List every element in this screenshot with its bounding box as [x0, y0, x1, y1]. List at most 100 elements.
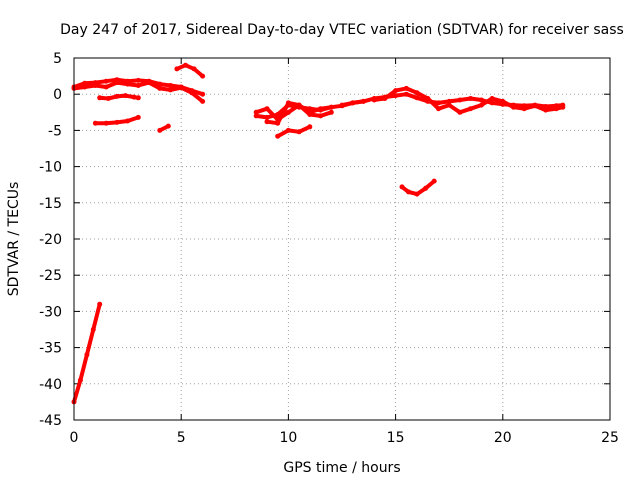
data-point: [135, 83, 141, 88]
data-point: [77, 377, 83, 383]
data-point: [157, 127, 163, 133]
data-point: [399, 184, 405, 190]
data-point: [253, 113, 259, 119]
data-point: [431, 178, 437, 184]
data-point: [174, 66, 180, 72]
data-point: [165, 123, 171, 129]
x-tick-label: 20: [494, 430, 512, 446]
x-tick-labels: 0 5 10 15 20 25: [70, 430, 619, 446]
y-tick-labels: 5 0 -5 -10 -15 -20 -25 -30 -35 -40 -45: [39, 51, 62, 429]
data-point: [97, 95, 103, 101]
data-point: [489, 100, 495, 106]
y-tick-label: -5: [48, 123, 62, 139]
data-point: [414, 191, 420, 197]
data-point: [521, 106, 527, 112]
data-point: [457, 109, 463, 115]
y-tick-label: -25: [39, 268, 62, 284]
data-point: [423, 185, 429, 191]
data-point: [511, 104, 516, 110]
plot-frame: [73, 57, 611, 421]
data-point: [560, 104, 566, 110]
data-point: [403, 91, 409, 97]
data-point: [92, 120, 98, 126]
data-point: [425, 96, 431, 101]
data-point: [478, 97, 484, 103]
data-point: [285, 127, 291, 133]
data-point: [146, 80, 152, 86]
data-point: [178, 85, 184, 91]
data-point: [84, 352, 90, 358]
grid-lines: [73, 57, 611, 421]
y-tick-label: -20: [39, 232, 62, 248]
data-point: [403, 85, 409, 91]
data-point: [105, 96, 111, 101]
data-point: [168, 87, 173, 93]
data-point: [457, 97, 463, 103]
data-point: [157, 81, 163, 87]
data-point: [478, 102, 484, 108]
data-point: [328, 109, 334, 115]
data-point: [446, 98, 452, 104]
data-point: [114, 119, 120, 125]
x-axis-label: GPS time / hours: [283, 460, 400, 476]
y-tick-label: -40: [39, 377, 62, 393]
data-point: [82, 84, 88, 90]
data-point: [135, 114, 141, 120]
data-point: [446, 102, 452, 108]
data-point: [168, 83, 173, 88]
data-point: [468, 106, 474, 112]
x-tick-label: 5: [177, 430, 186, 446]
data-point: [131, 94, 137, 100]
data-point: [97, 301, 103, 307]
data-point: [532, 103, 538, 109]
y-tick-label: 0: [53, 87, 62, 103]
data-point: [489, 96, 495, 101]
data-point: [328, 104, 334, 110]
data-point: [125, 81, 131, 87]
data-point: [275, 120, 281, 126]
chart-title: Day 247 of 2017, Sidereal Day-to-day VTE…: [60, 22, 624, 38]
y-tick-label: -45: [39, 413, 62, 429]
data-point: [200, 73, 206, 79]
data-point: [318, 113, 324, 119]
x-tick-label: 10: [279, 430, 297, 446]
data-point: [414, 95, 420, 101]
data-point: [114, 80, 120, 86]
data-point: [90, 327, 96, 332]
data-point: [414, 90, 420, 96]
data-point: [114, 93, 120, 99]
series-line-track-6: [174, 63, 205, 79]
data-point: [406, 189, 411, 195]
data-point: [264, 119, 270, 125]
data-point: [123, 93, 128, 99]
data-point: [285, 100, 291, 106]
y-tick-label: -35: [39, 341, 62, 357]
data-point: [500, 98, 506, 104]
data-point: [360, 98, 366, 104]
data-point: [135, 77, 141, 83]
y-tick-label: -15: [39, 196, 62, 212]
data-point: [189, 90, 195, 96]
data-point: [103, 120, 109, 126]
data-point: [543, 107, 549, 113]
data-point: [436, 100, 441, 106]
data-point: [382, 96, 388, 101]
data-point: [307, 109, 313, 115]
data-point: [183, 62, 188, 68]
series-line-track-11: [275, 124, 312, 139]
data-point: [275, 133, 281, 139]
data-point: [553, 106, 559, 112]
y-axis-label: SDTVAR / TECUs: [6, 182, 22, 297]
data-point: [318, 106, 324, 112]
data-point: [125, 118, 131, 124]
data-points: [71, 62, 566, 405]
data-point: [307, 124, 313, 130]
data-point: [264, 106, 270, 112]
x-tick-label: 0: [70, 430, 79, 446]
x-tick-label: 15: [387, 430, 405, 446]
data-point: [191, 66, 197, 72]
data-point: [285, 109, 291, 115]
y-tick-label: 5: [53, 51, 62, 67]
data-point: [157, 85, 163, 91]
